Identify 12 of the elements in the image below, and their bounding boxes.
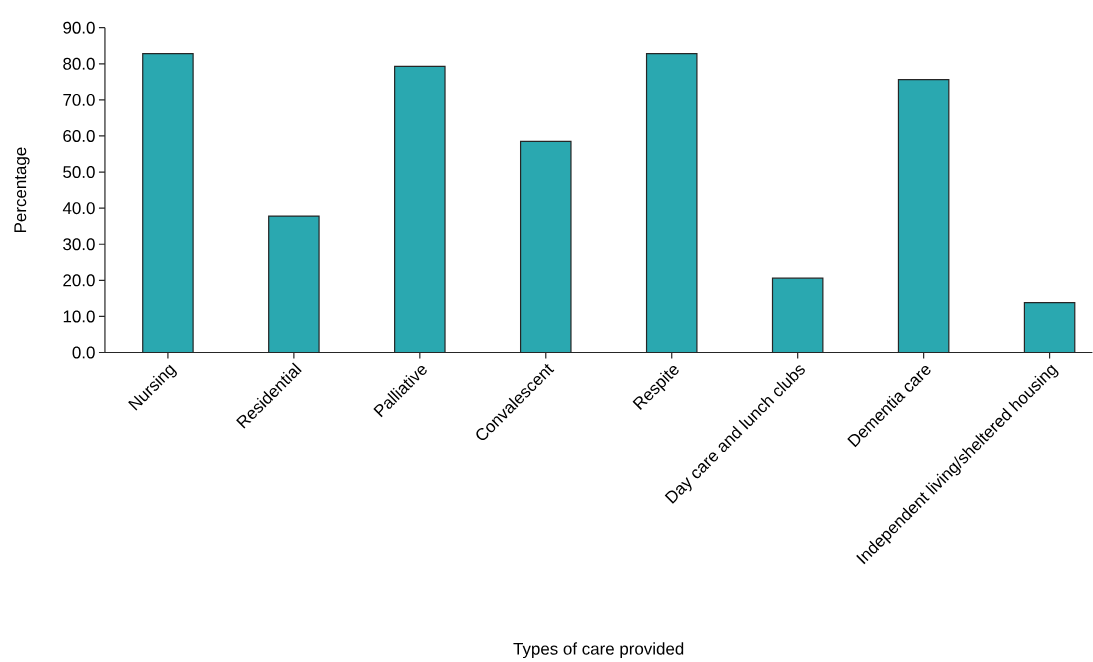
y-tick-label: 60.0: [63, 130, 95, 143]
x-axis-title: Types of care provided: [513, 642, 684, 659]
y-tick-label: 50.0: [63, 166, 95, 179]
y-tick-label: 70.0: [63, 94, 95, 107]
y-tick-label: 0.0: [72, 346, 95, 359]
y-tick-label: 90.0: [63, 21, 95, 34]
y-tick-label: 30.0: [63, 238, 95, 251]
y-axis-title: Percentage: [14, 147, 30, 233]
y-tick-label: 80.0: [63, 57, 95, 70]
y-tick-label: 10.0: [63, 310, 95, 323]
y-tick-label: 40.0: [62, 202, 95, 215]
y-tick-label: 20.0: [63, 274, 95, 287]
